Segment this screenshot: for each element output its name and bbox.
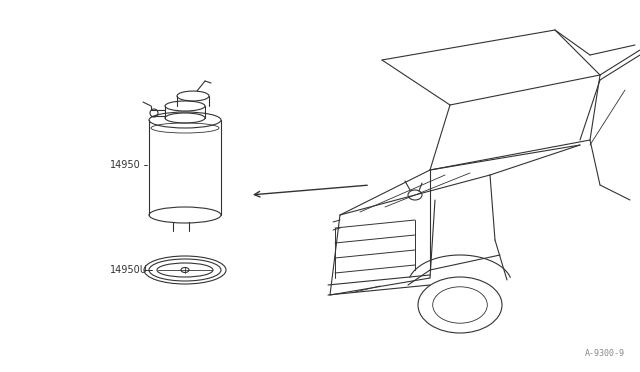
Text: 14950U: 14950U — [110, 265, 148, 275]
Text: A-9300-9: A-9300-9 — [585, 349, 625, 358]
Text: 14950: 14950 — [110, 160, 141, 170]
